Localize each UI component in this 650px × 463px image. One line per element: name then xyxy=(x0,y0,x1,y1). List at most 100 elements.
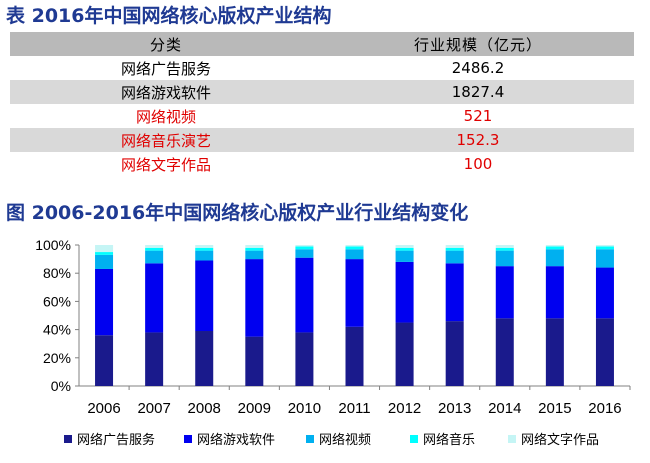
legend-item: 网络文字作品 xyxy=(508,432,599,448)
industry-structure-table: 分类 行业规模（亿元） 网络广告服务 2486.2 网络游戏软件 1827.4 网络视频… xyxy=(10,32,634,176)
bar-segment xyxy=(295,257,314,333)
bar-segment xyxy=(545,318,564,386)
bar-segment xyxy=(495,318,514,386)
bar-segment xyxy=(245,259,264,337)
y-tick-label: 100% xyxy=(35,237,71,253)
bar-segment xyxy=(295,249,314,258)
bar-segment xyxy=(295,332,314,386)
y-tick-label: 80% xyxy=(43,265,71,281)
table-cell-value: 100 xyxy=(463,155,493,173)
bar-segment xyxy=(95,252,114,255)
bar-segment xyxy=(145,263,164,333)
bar-segment xyxy=(395,250,414,262)
bar-segment xyxy=(345,259,364,327)
legend-swatch xyxy=(306,435,314,443)
legend-item: 网络视频 xyxy=(306,432,371,448)
table-cell-category: 网络游戏软件 xyxy=(10,80,322,104)
bar-segment xyxy=(95,245,114,253)
y-tick-label: 40% xyxy=(43,322,71,338)
bar-segment xyxy=(495,247,514,251)
bar-segment xyxy=(195,260,214,332)
bar-segment xyxy=(595,249,614,268)
table-cell-category: 网络视频 xyxy=(135,107,196,126)
x-tick-label: 2012 xyxy=(388,400,421,417)
bar-segment xyxy=(595,245,614,247)
legend-label: 网络文字作品 xyxy=(521,432,599,448)
y-tick-label: 0% xyxy=(51,378,71,394)
legend-label: 网络游戏软件 xyxy=(197,432,275,448)
bar-segment xyxy=(345,326,364,386)
bar-segment xyxy=(495,266,514,319)
header-scale: 行业规模（亿元） xyxy=(322,32,634,56)
table-cell-value: 1827.4 xyxy=(322,80,634,104)
table-cell-value: 152.3 xyxy=(322,128,634,152)
header-category: 分类 xyxy=(10,32,322,56)
bar-segment xyxy=(145,250,164,264)
bar-segment xyxy=(345,249,364,260)
x-tick-label: 2014 xyxy=(488,400,521,417)
bar-segment xyxy=(145,245,164,248)
legend-swatch xyxy=(508,435,516,443)
bar-segment xyxy=(245,336,264,386)
bar-segment xyxy=(145,332,164,386)
legend-swatch xyxy=(410,435,418,443)
stacked-bar-chart: 0% 20% 40% 60% 80% 100% 2006 2007 2008 2009 2010 20… xyxy=(35,237,631,448)
bar-segment xyxy=(245,247,264,251)
bar-segment xyxy=(295,246,314,250)
table-row: 网络广告服务 2486.2 xyxy=(10,56,634,80)
bar-segment xyxy=(595,246,614,250)
bar-segment xyxy=(145,247,164,251)
bar-segment xyxy=(595,267,614,319)
bar-segment xyxy=(395,322,414,386)
bar-segment xyxy=(445,321,464,386)
bar-segment xyxy=(245,250,264,260)
bar-segment xyxy=(345,245,364,247)
bar-segment xyxy=(545,266,564,319)
bar-segment xyxy=(445,263,464,322)
legend-swatch xyxy=(184,435,192,443)
bar-segment xyxy=(395,247,414,251)
x-tick-label: 2010 xyxy=(288,400,321,417)
bar-segment xyxy=(95,268,114,336)
x-tick-label: 2006 xyxy=(87,400,120,417)
y-tick-label: 20% xyxy=(43,350,71,366)
bar-segment xyxy=(195,247,214,251)
table-cell-category: 网络音乐演艺 xyxy=(10,128,322,152)
table-cell-category: 网络文字作品 xyxy=(120,155,211,174)
legend-swatch xyxy=(64,435,72,443)
x-tick-label: 2015 xyxy=(538,400,571,417)
bar-segment xyxy=(545,245,564,247)
x-tick-label: 2016 xyxy=(588,400,621,417)
bar-segment xyxy=(445,250,464,264)
legend-label: 网络音乐 xyxy=(423,432,475,448)
bar-segment xyxy=(345,246,364,250)
bar-segment xyxy=(545,246,564,250)
bar-segment xyxy=(495,250,514,267)
legend-item: 网络游戏软件 xyxy=(184,432,275,448)
bar-segment xyxy=(245,245,264,248)
legend-label: 网络视频 xyxy=(319,432,371,448)
bar-segment xyxy=(495,245,514,248)
bar-segment xyxy=(295,245,314,247)
bar-segment xyxy=(95,335,114,386)
bar-segment xyxy=(445,245,464,248)
y-tick-label: 60% xyxy=(43,293,71,309)
x-tick-label: 2013 xyxy=(438,400,471,417)
table-title: 表 2016年中国网络核心版权产业结构 xyxy=(6,5,332,27)
bar-segment xyxy=(195,331,214,386)
table-row: 网络文字作品 100 xyxy=(10,152,634,176)
table-row: 网络游戏软件 1827.4 xyxy=(10,80,634,104)
bar-segment xyxy=(395,261,414,323)
legend-label: 网络广告服务 xyxy=(77,432,155,448)
legend-item: 网络广告服务 xyxy=(64,432,155,448)
table-header-row: 分类 行业规模（亿元） xyxy=(10,32,634,56)
bar-segment xyxy=(445,247,464,251)
table-cell-value: 2486.2 xyxy=(451,59,505,77)
table-cell-category: 网络广告服务 xyxy=(120,59,211,78)
x-tick-label: 2011 xyxy=(338,400,370,417)
table-row: 网络视频 521 xyxy=(10,104,634,128)
x-tick-label: 2009 xyxy=(238,400,271,417)
legend-item: 网络音乐 xyxy=(410,432,475,448)
x-tick-label: 2007 xyxy=(137,400,170,417)
x-tick-label: 2008 xyxy=(188,400,221,417)
